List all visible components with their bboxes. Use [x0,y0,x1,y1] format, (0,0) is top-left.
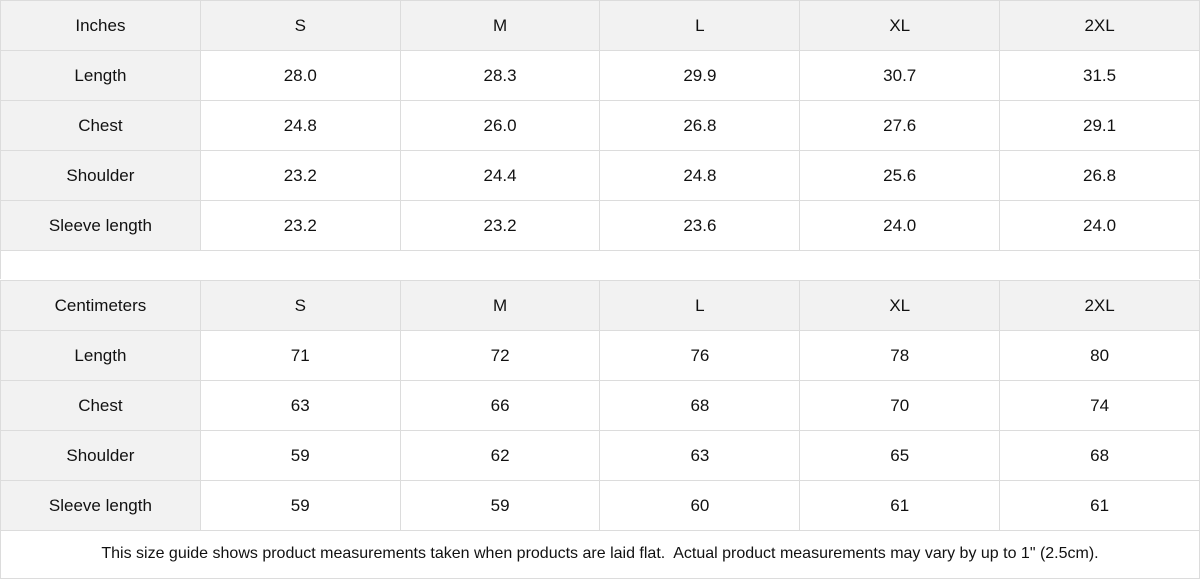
measurement-value: 63 [199,380,401,431]
size-header: L [599,0,801,51]
header-row: Centimeters S M L XL 2XL [0,280,1200,331]
size-header: XL [799,0,1001,51]
measurement-value: 70 [799,380,1001,431]
centimeters-size-table: Centimeters S M L XL 2XL Length 71 72 76 78 80 Chest… [0,280,1200,531]
measurement-value: 26.8 [599,100,801,151]
measurement-value: 63 [599,430,801,481]
measurement-value: 65 [799,430,1001,481]
measurement-value: 61 [799,480,1001,531]
measurement-value: 62 [399,430,601,481]
measurement-value: 24.0 [999,200,1200,251]
measurement-value: 59 [199,480,401,531]
measurement-label: Sleeve length [0,200,201,251]
table-row: Length 71 72 76 78 80 [0,330,1200,381]
measurement-value: 24.8 [199,100,401,151]
table-row: Length 28.0 28.3 29.9 30.7 31.5 [0,50,1200,101]
measurement-value: 74 [999,380,1200,431]
measurement-value: 76 [599,330,801,381]
measurement-value: 71 [199,330,401,381]
measurement-value: 30.7 [799,50,1001,101]
table-row: Sleeve length 23.2 23.2 23.6 24.0 24.0 [0,200,1200,251]
size-header: 2XL [999,280,1200,331]
measurement-value: 68 [599,380,801,431]
measurement-label: Length [0,50,201,101]
measurement-value: 24.0 [799,200,1001,251]
measurement-value: 59 [199,430,401,481]
size-header: S [199,0,401,51]
measurement-value: 60 [599,480,801,531]
measurement-value: 23.6 [599,200,801,251]
table-row: Chest 24.8 26.0 26.8 27.6 29.1 [0,100,1200,151]
size-header: 2XL [999,0,1200,51]
measurement-value: 24.4 [399,150,601,201]
header-row: Inches S M L XL 2XL [0,0,1200,51]
measurement-value: 28.0 [199,50,401,101]
footer-note: This size guide shows product measuremen… [0,530,1200,579]
size-header: M [399,280,601,331]
measurement-label: Shoulder [0,430,201,481]
measurement-value: 24.8 [599,150,801,201]
measurement-value: 66 [399,380,601,431]
size-header: M [399,0,601,51]
measurement-label: Chest [0,100,201,151]
table-spacer [0,250,1200,279]
measurement-value: 25.6 [799,150,1001,201]
size-header: XL [799,280,1001,331]
measurement-label: Shoulder [0,150,201,201]
measurement-value: 59 [399,480,601,531]
unit-label: Inches [0,0,201,51]
measurement-value: 23.2 [399,200,601,251]
size-header: L [599,280,801,331]
measurement-value: 68 [999,430,1200,481]
measurement-value: 72 [399,330,601,381]
measurement-label: Length [0,330,201,381]
inches-size-table: Inches S M L XL 2XL Length 28.0 28.3 29.9 30.7 31.5… [0,0,1200,251]
measurement-value: 26.8 [999,150,1200,201]
measurement-value: 27.6 [799,100,1001,151]
table-row: Shoulder 23.2 24.4 24.8 25.6 26.8 [0,150,1200,201]
measurement-value: 29.1 [999,100,1200,151]
measurement-value: 23.2 [199,150,401,201]
table-row: Chest 63 66 68 70 74 [0,380,1200,431]
unit-label: Centimeters [0,280,201,331]
measurement-value: 23.2 [199,200,401,251]
measurement-label: Sleeve length [0,480,201,531]
measurement-value: 31.5 [999,50,1200,101]
measurement-label: Chest [0,380,201,431]
measurement-value: 80 [999,330,1200,381]
table-row: Sleeve length 59 59 60 61 61 [0,480,1200,531]
measurement-value: 28.3 [399,50,601,101]
measurement-value: 29.9 [599,50,801,101]
measurement-value: 26.0 [399,100,601,151]
measurement-value: 61 [999,480,1200,531]
table-row: Shoulder 59 62 63 65 68 [0,430,1200,481]
size-header: S [199,280,401,331]
measurement-value: 78 [799,330,1001,381]
